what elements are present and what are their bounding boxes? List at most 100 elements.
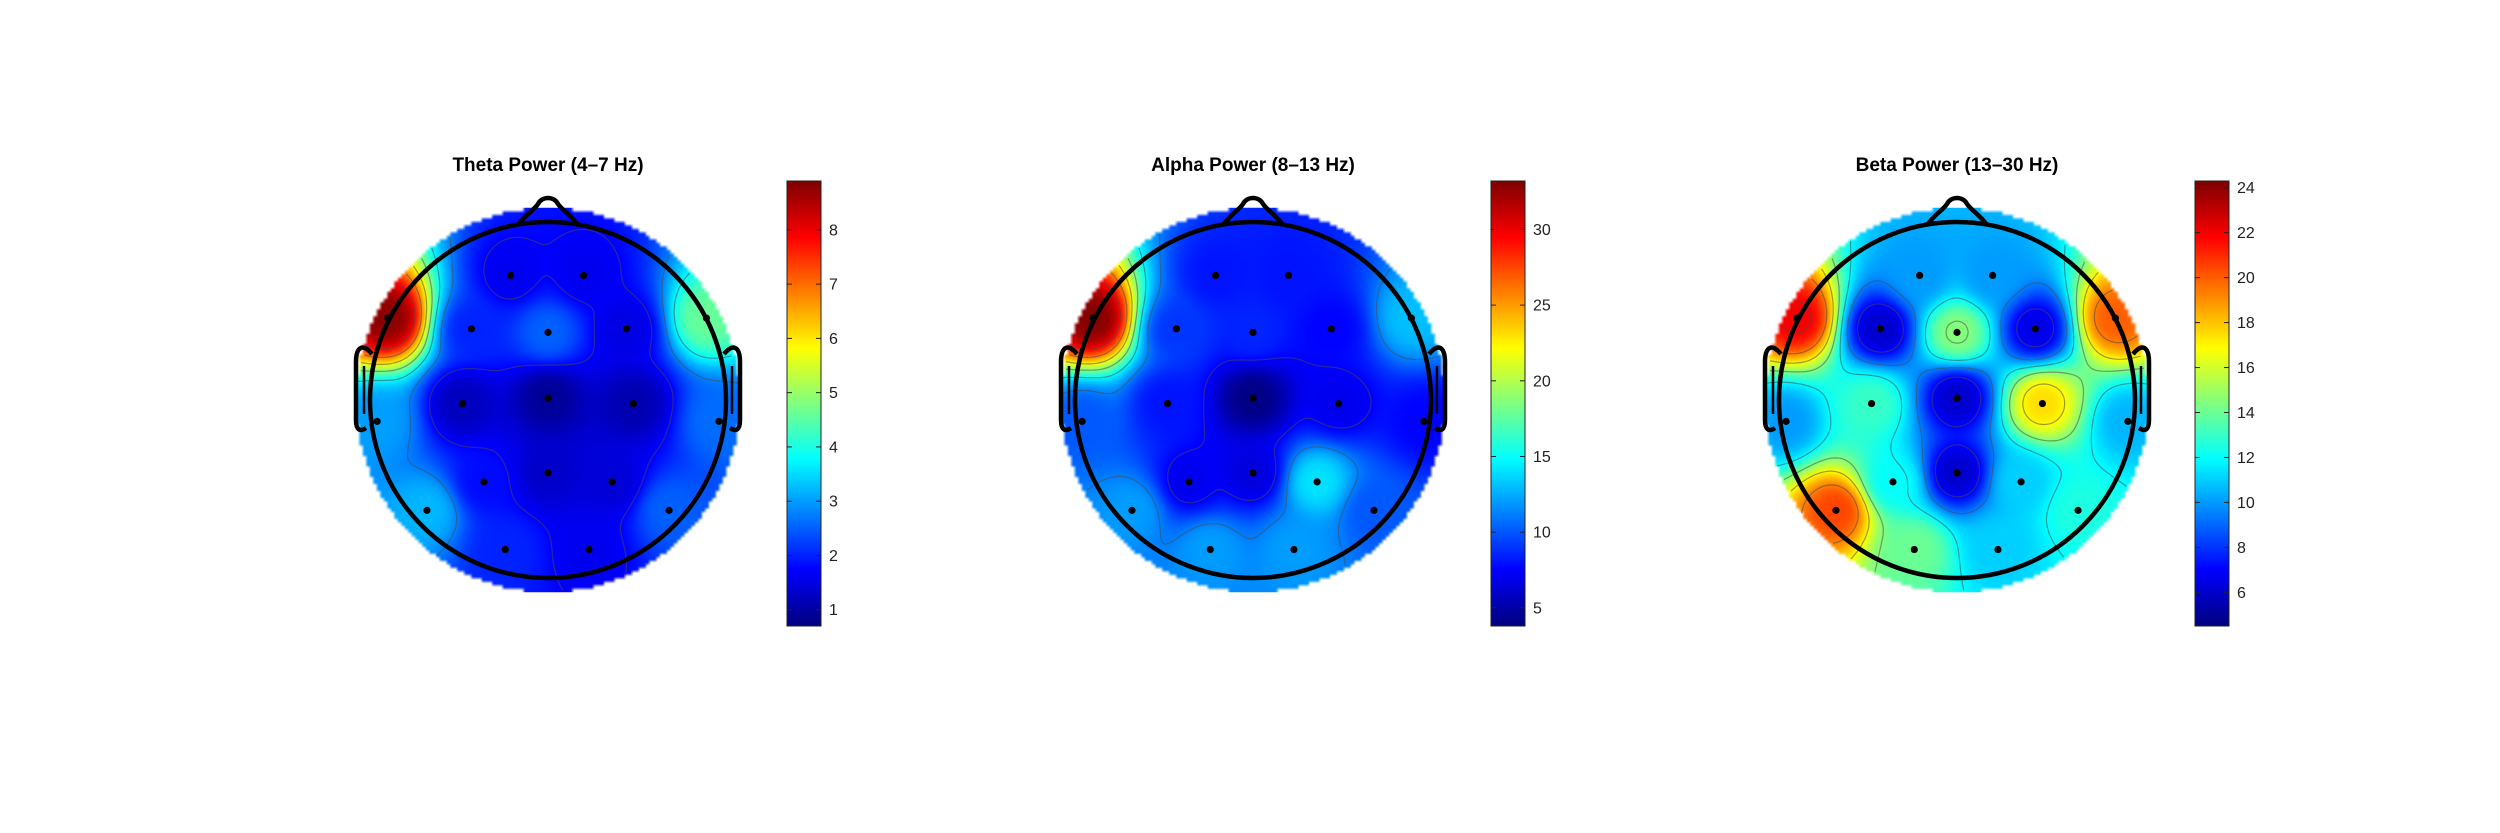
electrode-marker [2111, 314, 2120, 322]
electrode-marker [384, 314, 392, 322]
colorbar-tick-label: 7 [829, 277, 838, 294]
electrode-marker [1953, 469, 1961, 477]
colorbar-tick-label: 14 [2237, 405, 2255, 422]
contour-line [1062, 247, 1147, 379]
colorbar-tick-label: 5 [1533, 600, 1542, 617]
electrode-marker [2074, 506, 2082, 514]
electrode-marker [1163, 399, 1172, 408]
colorbar-ticks: 6 8 10 12 14 16 18 20 22 24 [2195, 180, 2255, 602]
electrode-marker [1185, 478, 1193, 486]
electrode-marker [585, 545, 593, 554]
electrode-marker [665, 506, 673, 514]
contour-line [1769, 258, 2145, 572]
colorbar-tick-label: 15 [1533, 449, 1551, 466]
electrode-marker [1953, 328, 1961, 336]
electrode-marker [702, 314, 711, 322]
contour-line [1062, 234, 1439, 567]
electrode-marker [544, 328, 552, 336]
electrode-marker [580, 271, 588, 279]
colorbar-tick-label: 10 [2237, 495, 2255, 512]
contour-line [406, 237, 739, 556]
panel-beta: Beta Power (13–30 Hz) 6 8 10 12 14 16 18 20 22 24 [1762, 155, 2255, 627]
electrode-marker [1370, 506, 1378, 514]
electrode-markers [373, 271, 723, 554]
electrode-marker [1867, 399, 1876, 408]
head-outline [353, 195, 743, 581]
electrode-marker [1212, 271, 1220, 279]
contour-line [1846, 280, 2068, 515]
left-ear-outline [353, 345, 374, 433]
head-outline [1762, 195, 2152, 581]
head-circle [1776, 219, 2138, 581]
panel-theta: Theta Power (4–7 Hz) 1 2 3 4 5 6 7 8 [353, 155, 838, 627]
electrode-marker [622, 325, 630, 333]
colorbar-tick-label: 1 [829, 602, 838, 619]
electrode-marker [1206, 545, 1214, 554]
electrode-marker [544, 469, 552, 477]
electrode-marker [1953, 394, 1961, 402]
colorbar-tick-label: 8 [2237, 540, 2246, 557]
electrode-marker [1782, 417, 1790, 425]
electrode-marker [2017, 478, 2025, 486]
electrode-marker [1249, 394, 1257, 402]
nose-outline [1925, 195, 1989, 227]
electrode-marker [2124, 417, 2132, 425]
electrode-marker [423, 506, 431, 514]
colorbar-tick-label: 16 [2237, 360, 2255, 377]
head-circle [367, 219, 729, 581]
electrode-marker [629, 399, 638, 408]
electrode-markers [1782, 271, 2132, 554]
electrode-marker [373, 417, 381, 425]
colorbar [1491, 181, 1525, 626]
right-ear-outline [1427, 345, 1448, 433]
right-ear-outline [722, 345, 743, 433]
contour-line [1167, 357, 1372, 504]
colorbar-tick-label: 12 [2237, 450, 2255, 467]
electrode-marker [1089, 314, 1097, 322]
colorbar [787, 181, 821, 626]
colorbar-tick-label: 5 [829, 385, 838, 402]
electrode-marker [715, 417, 723, 425]
contour-line [1780, 300, 1812, 334]
colorbar-tick-label: 10 [1533, 525, 1551, 542]
colorbar-frame [786, 180, 822, 627]
colorbar-tick-label: 6 [829, 331, 838, 348]
nose-outline [516, 195, 580, 227]
electrode-marker [501, 545, 509, 554]
colorbar-tick-label: 24 [2237, 180, 2255, 197]
electrode-marker [467, 325, 476, 333]
electrode-marker [1078, 417, 1086, 425]
electrode-marker [1285, 271, 1293, 279]
colorbar-tick-label: 20 [1533, 373, 1551, 390]
colorbar-frame [2194, 180, 2230, 627]
electrode-marker [480, 478, 488, 486]
left-ear-outline [1762, 345, 1783, 433]
head-outline [1058, 195, 1448, 581]
electrode-marker [1327, 325, 1335, 333]
electrode-marker [608, 478, 616, 486]
panel-title: Theta Power (4–7 Hz) [452, 155, 643, 176]
nose-outline [1221, 195, 1285, 227]
colorbar-tick-label: 2 [829, 548, 838, 565]
panel-title: Beta Power (13–30 Hz) [1856, 155, 2059, 176]
colorbar-tick-label: 30 [1533, 222, 1551, 239]
electrode-marker [1994, 545, 2002, 554]
electrode-marker [1832, 506, 1840, 514]
colorbar-tick-label: 22 [2237, 225, 2255, 242]
colorbar [2195, 181, 2229, 626]
colorbar-tick-label: 8 [829, 222, 838, 239]
electrode-markers [1078, 271, 1428, 554]
electrode-marker [1249, 469, 1257, 477]
colorbar-tick-label: 3 [829, 494, 838, 511]
electrode-marker [2038, 399, 2047, 408]
electrode-marker [1793, 314, 1801, 322]
panel-alpha: Alpha Power (8–13 Hz) 5 10 15 20 25 30 [1058, 155, 1551, 627]
contour-line [1769, 268, 2141, 560]
colorbar-tick-label: 25 [1533, 298, 1551, 315]
contour-line [1856, 303, 2055, 498]
electrode-marker [1334, 399, 1343, 408]
colorbar-tick-label: 4 [829, 439, 838, 456]
electrode-marker [1916, 271, 1924, 279]
electrode-marker [2031, 325, 2039, 333]
